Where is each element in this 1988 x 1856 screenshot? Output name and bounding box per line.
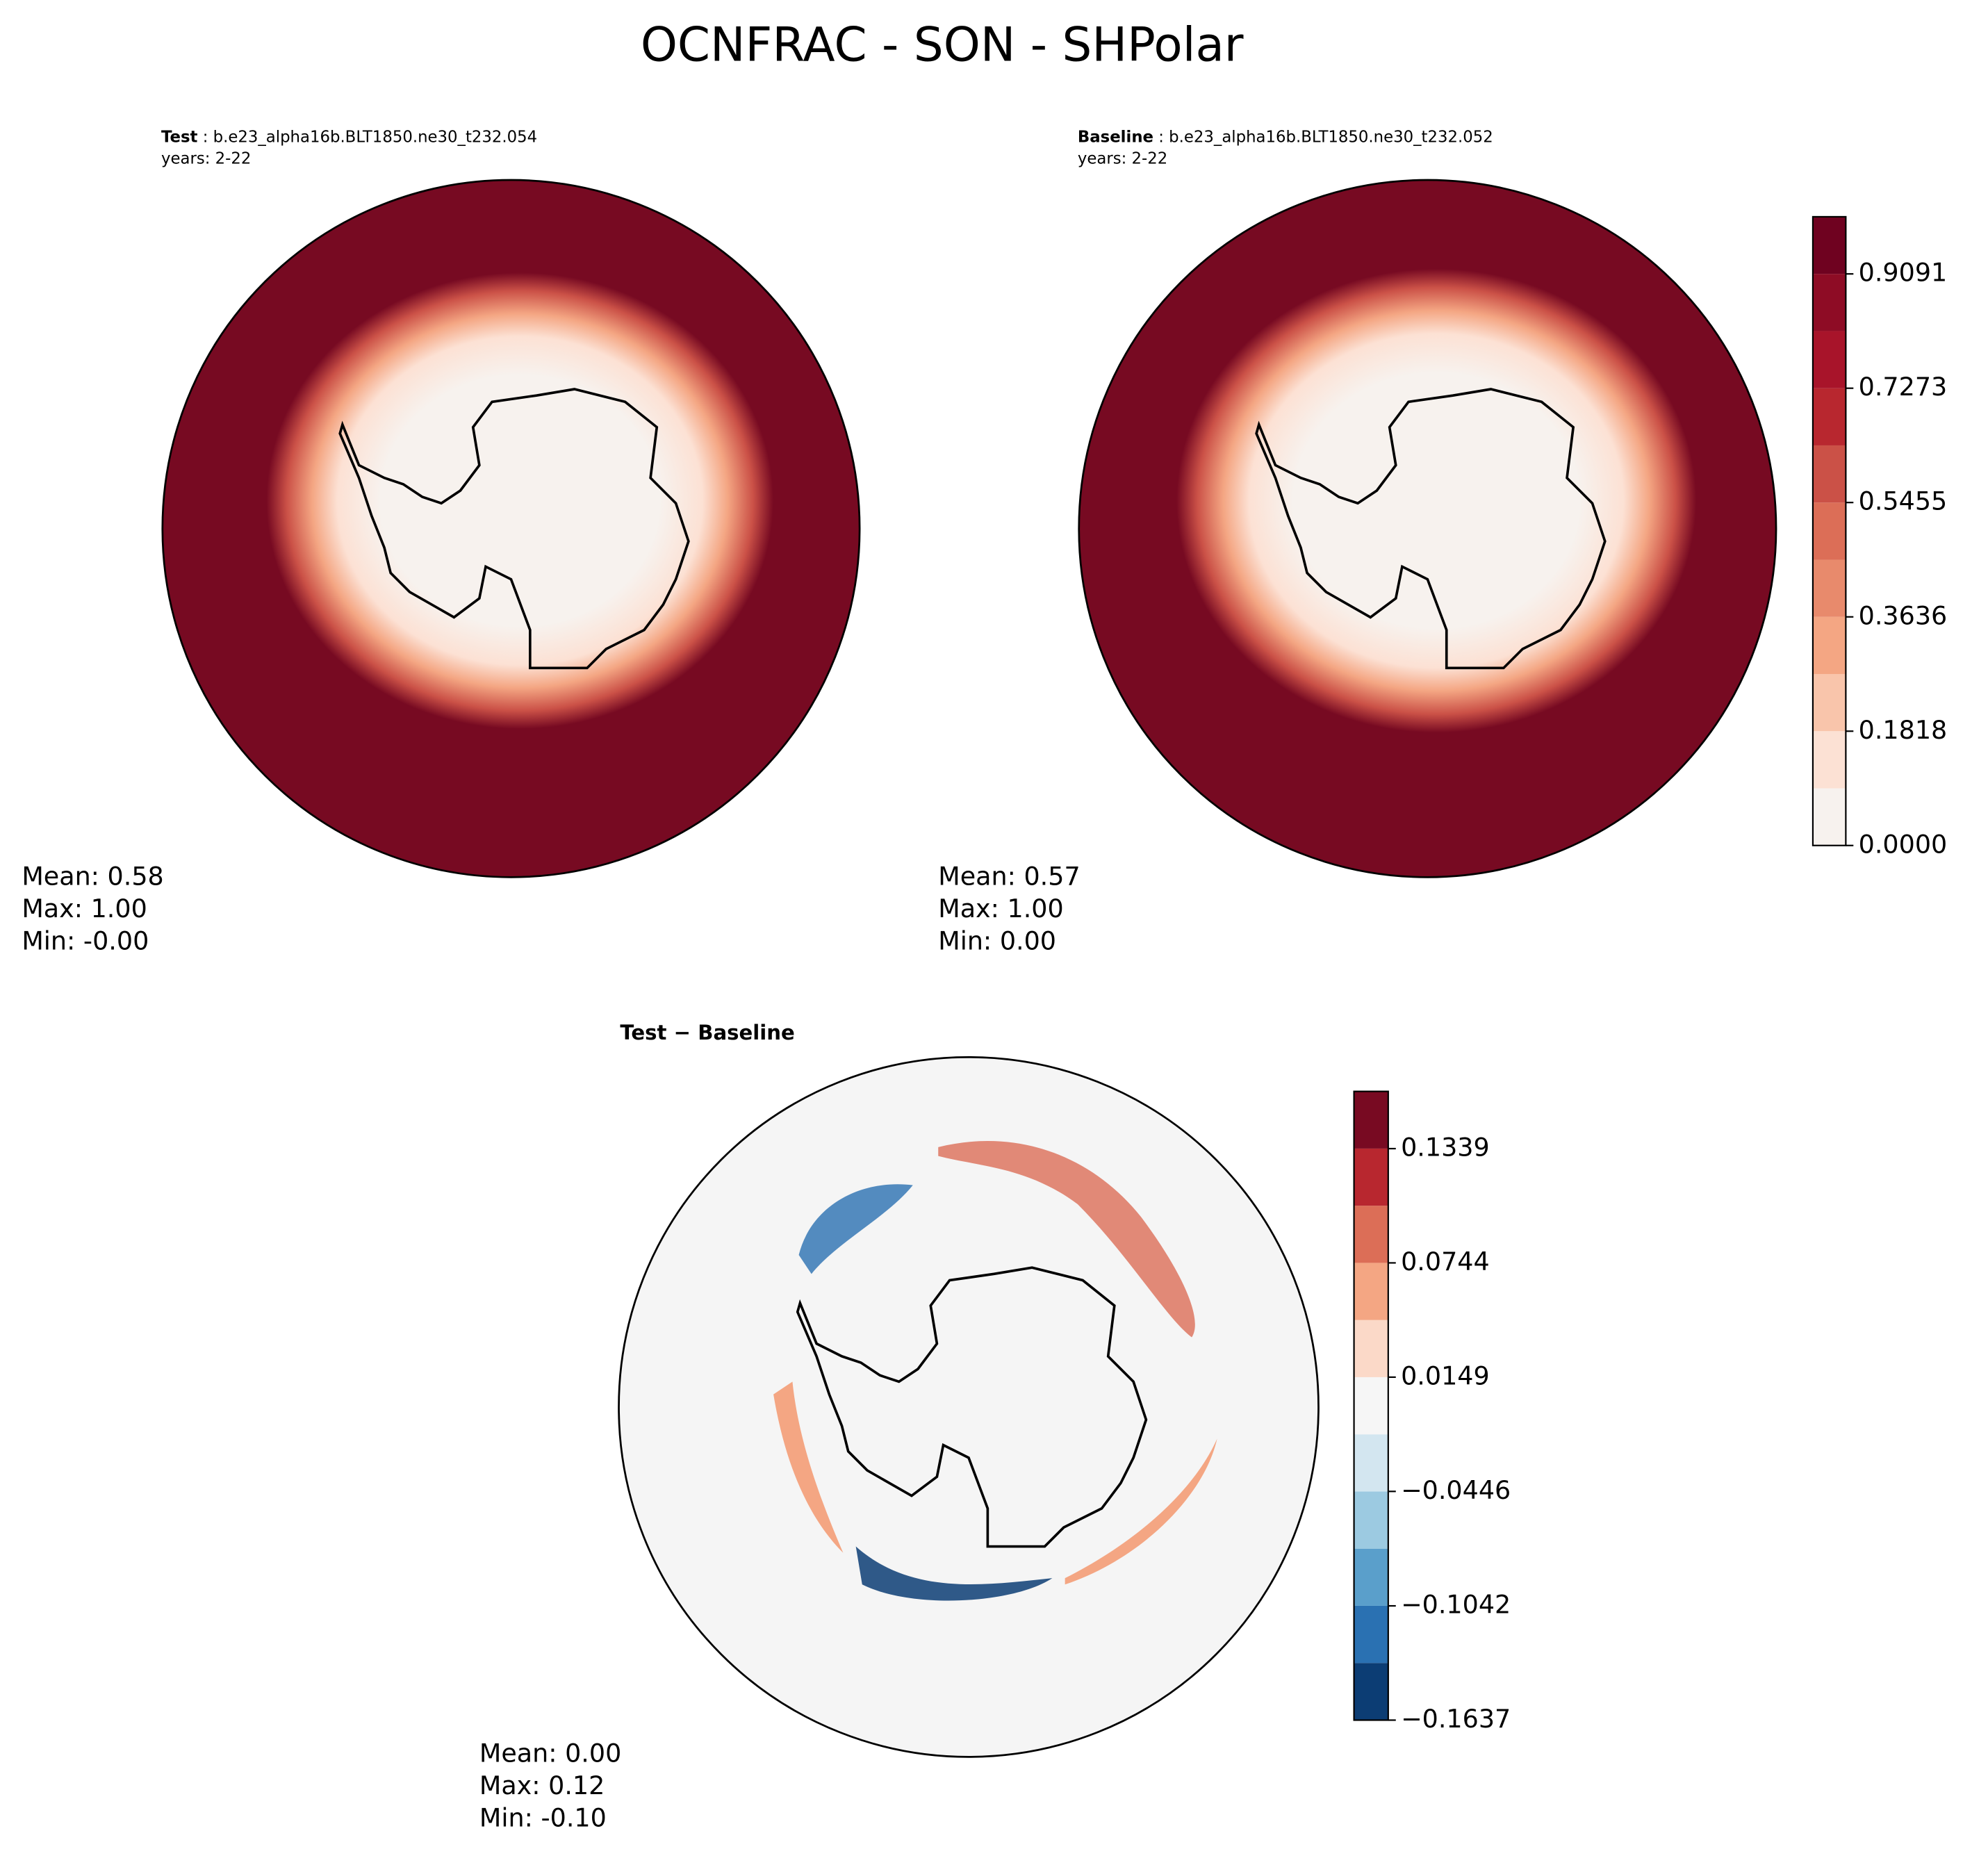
ice-field xyxy=(1176,268,1697,733)
colorbar-level xyxy=(1812,388,1846,445)
stat-line: Max: 1.00 xyxy=(22,894,147,923)
subtitle: Test : b.e23_alpha16b.BLT1850.ne30_t232.… xyxy=(161,128,537,146)
map-panel: Baseline : b.e23_alpha16b.BLT1850.ne30_t… xyxy=(1078,128,1777,878)
colorbar-level xyxy=(1812,502,1846,560)
stat-line: Min: -0.10 xyxy=(479,1803,607,1833)
colorbar-level xyxy=(1354,1548,1388,1606)
anomaly xyxy=(855,1546,1053,1601)
map-panel: Test − Baseline xyxy=(618,1021,1320,1758)
colorbar-level xyxy=(1354,1434,1388,1492)
colorbar-tick-label: 0.1339 xyxy=(1401,1133,1490,1163)
case-label: Test xyxy=(161,128,198,146)
colorbar-level xyxy=(1812,445,1846,503)
colorbar-tick-label: 0.5455 xyxy=(1859,486,1948,516)
colorbar-frame xyxy=(1353,1090,1389,1721)
case-name: : b.e23_alpha16b.BLT1850.ne30_t232.052 xyxy=(1158,128,1493,146)
stat-line: Max: 0.12 xyxy=(479,1771,605,1800)
colorbar-level xyxy=(1812,216,1846,274)
stat-line: Mean: 0.00 xyxy=(479,1739,621,1768)
colorbar-level xyxy=(1354,1263,1388,1320)
anomaly xyxy=(798,1184,913,1274)
years: years: 2-22 xyxy=(1078,149,1167,167)
colorbar-tick-label: 0.3636 xyxy=(1859,600,1948,630)
colorbar-level xyxy=(1812,274,1846,331)
years: years: 2-22 xyxy=(161,149,251,167)
colorbar-level xyxy=(1354,1320,1388,1377)
colorbar-tick-label: −0.1637 xyxy=(1401,1704,1511,1734)
colorbar-level xyxy=(1354,1605,1388,1664)
colorbar-level xyxy=(1812,331,1846,388)
anomaly xyxy=(938,1141,1195,1338)
map-panel: Test : b.e23_alpha16b.BLT1850.ne30_t232.… xyxy=(161,128,861,878)
subtitle: Baseline : b.e23_alpha16b.BLT1850.ne30_t… xyxy=(1078,128,1493,146)
colorbar-level xyxy=(1354,1491,1388,1549)
colorbar-level xyxy=(1812,731,1846,789)
colorbar-tick-label: 0.7273 xyxy=(1859,372,1948,402)
stat-line: Min: 0.00 xyxy=(938,926,1056,955)
stat-line: Max: 1.00 xyxy=(938,894,1063,923)
case-label: Baseline xyxy=(1078,128,1153,146)
stat-line: Mean: 0.58 xyxy=(22,861,163,891)
panel-title: Test − Baseline xyxy=(620,1021,795,1044)
colorbar-level xyxy=(1812,788,1846,846)
stat-line: Mean: 0.57 xyxy=(938,861,1080,891)
colorbar-level xyxy=(1812,673,1846,732)
colorbar-tick-label: −0.1042 xyxy=(1401,1590,1511,1620)
ice-field xyxy=(266,272,774,729)
colorbar-level xyxy=(1812,616,1846,674)
colorbar-tick-label: 0.1818 xyxy=(1859,715,1948,745)
colorbar-level xyxy=(1354,1091,1388,1149)
anomaly xyxy=(773,1381,844,1553)
colorbar-tick-label: 0.0149 xyxy=(1401,1361,1490,1390)
colorbar-level xyxy=(1354,1148,1388,1206)
colorbar-tick-label: 0.9091 xyxy=(1859,258,1948,288)
case-name: : b.e23_alpha16b.BLT1850.ne30_t232.054 xyxy=(203,128,537,146)
stat-line: Min: -0.00 xyxy=(22,926,149,955)
colorbar-frame xyxy=(1812,215,1847,846)
colorbar-level xyxy=(1812,559,1846,617)
colorbar-level xyxy=(1354,1663,1388,1721)
colorbar-level xyxy=(1354,1206,1388,1263)
colorbar-tick-label: 0.0744 xyxy=(1401,1247,1490,1276)
colorbar-tick-label: −0.0446 xyxy=(1401,1475,1511,1505)
colorbar-level xyxy=(1354,1377,1388,1435)
colorbar-tick-label: 0.0000 xyxy=(1859,829,1948,859)
figure-title: OCNFRAC - SON - SHPolar xyxy=(641,17,1244,72)
